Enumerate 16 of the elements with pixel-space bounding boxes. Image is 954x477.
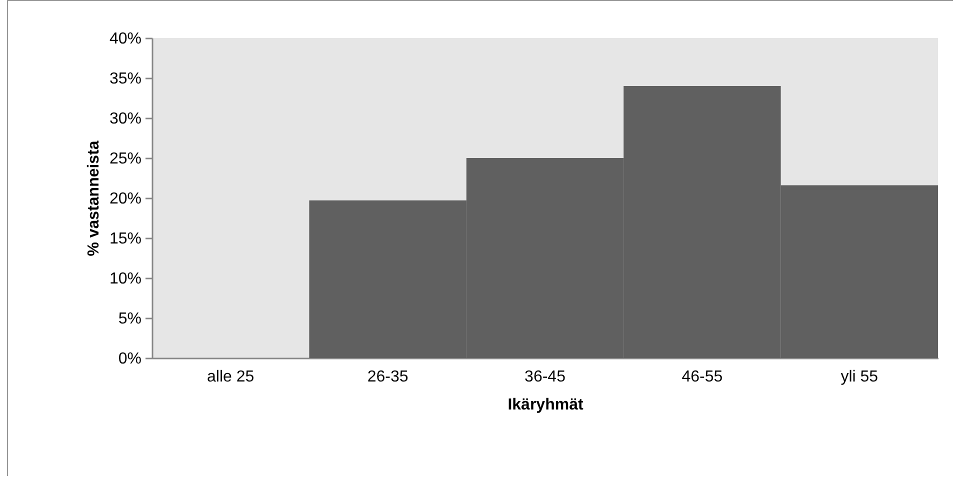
y-tick-label: 5% xyxy=(118,310,142,328)
x-tick-label: 46-55 xyxy=(682,368,723,386)
x-tick-label: alle 25 xyxy=(207,368,254,386)
y-tick-label: 40% xyxy=(109,30,142,48)
y-tick-label: 15% xyxy=(109,230,142,248)
x-axis-title: Ikäryhmät xyxy=(508,396,584,414)
x-tick-label: yli 55 xyxy=(840,368,878,386)
y-tick-label: 25% xyxy=(109,150,142,168)
x-tick-label: 26-35 xyxy=(367,368,408,386)
y-axis-title: % vastanneista xyxy=(85,140,102,256)
y-tick-label: 35% xyxy=(109,70,142,88)
y-tick-label: 0% xyxy=(118,350,142,368)
y-tick-label: 30% xyxy=(109,110,142,128)
y-tick-label: 10% xyxy=(109,270,142,288)
x-tick-label: 36-45 xyxy=(524,368,566,386)
y-tick-label: 20% xyxy=(109,190,142,208)
